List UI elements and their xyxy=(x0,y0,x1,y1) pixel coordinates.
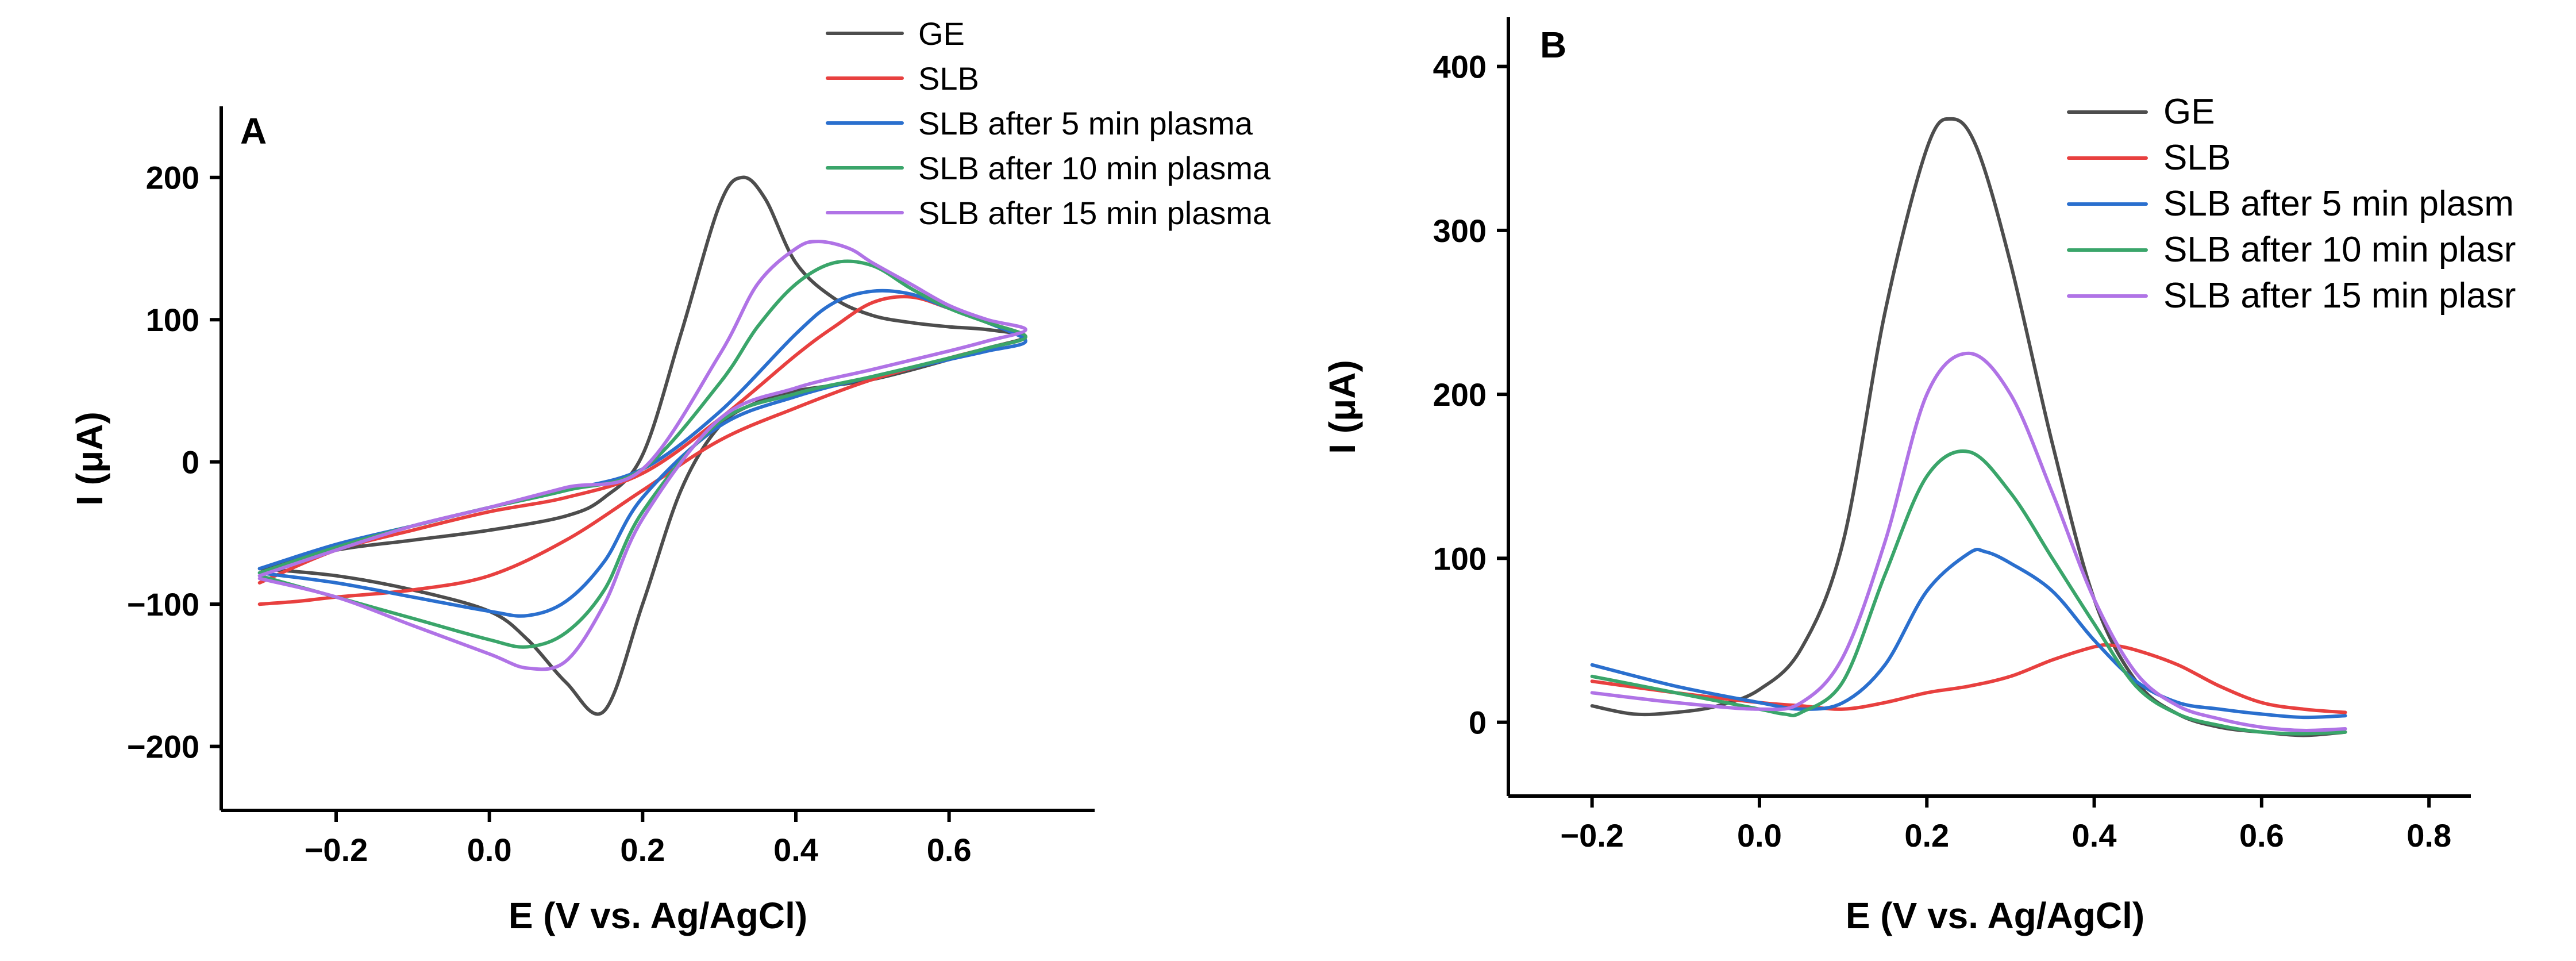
x-axis-title: E (V vs. Ag/AgCl) xyxy=(509,895,807,936)
y-tick-label: −100 xyxy=(127,586,199,622)
x-tick-label: 0.6 xyxy=(2239,817,2284,854)
legend-label: SLB after 5 min plasma xyxy=(918,105,1253,141)
y-tick-label: 0 xyxy=(1469,705,1487,741)
series-line-slb-after-15-min-plasma xyxy=(1590,351,2347,732)
x-axis-title: E (V vs. Ag/AgCl) xyxy=(1846,895,2144,936)
legend-label: SLB after 10 min plasma xyxy=(918,150,1271,186)
x-tick-label: 0.4 xyxy=(773,832,818,868)
series-line-slb-after-15-min-plasma xyxy=(257,240,1027,671)
y-axis-title: I (μA) xyxy=(69,412,110,506)
x-tick-label: 0.8 xyxy=(2406,817,2451,854)
legend-label: GE xyxy=(2163,92,2215,132)
legend-label: GE xyxy=(918,16,965,52)
series-line-slb-after-10-min-plasma xyxy=(1590,449,2347,736)
series-line-slb-after-5-min-plasma xyxy=(1590,548,2347,720)
x-tick-label: 0.2 xyxy=(1904,817,1949,854)
x-tick-label: 0.2 xyxy=(620,832,665,868)
legend-label: SLB after 10 min plasr xyxy=(2163,230,2516,270)
series-line-slb xyxy=(1590,643,2347,714)
x-tick-label: 0.0 xyxy=(467,832,512,868)
y-tick-label: 400 xyxy=(1433,49,1487,85)
panel-b-chart: −0.2 0.0 0.2 0.4 0.6 0.8 0 100 200 300 400 B E (V vs… xyxy=(1322,17,2516,936)
y-tick-label: −200 xyxy=(127,729,199,765)
y-tick-label: 0 xyxy=(182,444,199,480)
panel-a-chart: −0.2 0.0 0.2 0.4 0.6 −200 −100 0 100 200 A E (V vs.… xyxy=(69,16,1271,936)
x-tick-label: 0.4 xyxy=(2072,817,2117,854)
y-tick-label: 200 xyxy=(146,160,199,196)
x-tick-label: −0.2 xyxy=(1560,817,1624,854)
series-line-ge xyxy=(257,175,1027,716)
legend-label: SLB after 15 min plasma xyxy=(918,195,1271,231)
x-tick-label: −0.2 xyxy=(305,832,368,868)
legend-label: SLB after 15 min plasr xyxy=(2163,276,2516,316)
legend-label: SLB xyxy=(918,60,979,97)
y-tick-label: 100 xyxy=(146,302,199,338)
legend-label: SLB after 5 min plasm xyxy=(2163,184,2514,224)
y-tick-label: 200 xyxy=(1433,376,1487,413)
x-tick-label: 0.0 xyxy=(1737,817,1782,854)
panel-label: B xyxy=(1540,24,1566,66)
y-tick-label: 100 xyxy=(1433,540,1487,576)
y-axis-title: I (μA) xyxy=(1322,360,1363,454)
x-tick-label: 0.6 xyxy=(927,832,972,868)
legend-label: SLB xyxy=(2163,138,2231,178)
y-tick-label: 300 xyxy=(1433,213,1487,249)
series-line-slb xyxy=(257,295,1027,606)
panel-label: A xyxy=(240,110,267,152)
